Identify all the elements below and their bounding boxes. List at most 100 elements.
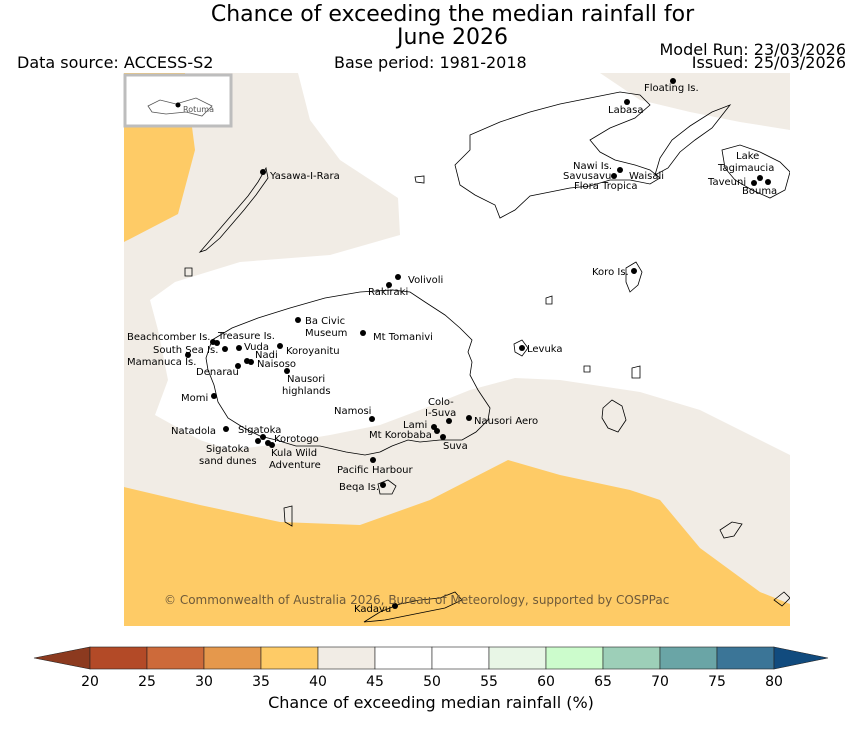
nausori-aero-label: Nausori Aero <box>474 416 538 427</box>
levuka-marker <box>519 345 525 351</box>
inset-frame <box>123 73 233 128</box>
bouma-label: Bouma <box>742 186 777 197</box>
denarau-label: Denarau <box>196 367 239 378</box>
bacivic-marker <box>295 317 301 323</box>
yasawa-label: Yasawa-I-Rara <box>269 171 340 182</box>
nawi-label: Nawi Is. <box>573 161 612 172</box>
natadola-marker <box>223 426 229 432</box>
savusavu-marker <box>611 173 617 179</box>
suva-marker <box>440 434 446 440</box>
rotuma-coast <box>147 97 213 117</box>
colorbar-tick: 40 <box>309 674 327 690</box>
colorbar-under-arrow <box>33 646 91 670</box>
colo-marker <box>446 418 452 424</box>
rotuma-marker <box>175 102 181 108</box>
colorbar-over-arrow <box>773 646 829 670</box>
floating-marker <box>670 78 676 84</box>
bacivic-label-1: Ba Civic <box>305 316 345 327</box>
colorbar-tick: 45 <box>366 674 384 690</box>
colo-label-2: I-Suva <box>425 408 456 419</box>
nausori-highlands-marker <box>284 368 290 374</box>
korobaba-label: Mt Korobaba <box>369 430 432 441</box>
kula-marker <box>269 442 275 448</box>
lake-marker <box>757 175 763 181</box>
naisoso-label: Naisoso <box>257 359 296 370</box>
small-islet-d <box>283 505 293 527</box>
viti-levu-coast <box>205 289 491 456</box>
denarau-marker <box>235 363 241 369</box>
lau-island-b <box>773 591 790 607</box>
labasa-label: Labasa <box>608 105 644 116</box>
nadi-label: Nadi <box>255 350 278 361</box>
colorbar-bin-35-40 <box>260 646 319 670</box>
coastlines <box>184 91 790 623</box>
small-islet-a <box>414 175 425 184</box>
beqa-coast <box>377 479 397 495</box>
taveuni-coast <box>721 144 790 199</box>
map-title-line2: June 2026 <box>397 25 508 50</box>
colorbar-tick: 70 <box>651 674 669 690</box>
colorbar-bin-50-55 <box>431 646 490 670</box>
small-islet-f <box>631 365 641 379</box>
koro-coast <box>625 261 643 293</box>
colorbar-bin-55-60 <box>488 646 547 670</box>
savusavu-label: Savusavu <box>563 171 611 182</box>
pacharbour-label: Pacific Harbour <box>337 465 414 476</box>
lami-label: Lami <box>403 420 427 431</box>
colorbar-tick: 35 <box>252 674 270 690</box>
small-islet-c <box>545 295 553 305</box>
base-period-label: Base period: 1981-2018 <box>334 53 527 72</box>
colorbar-tick: 25 <box>138 674 156 690</box>
colorbar-ticks: 20 25 30 35 40 45 50 55 60 65 70 75 80 <box>81 674 783 690</box>
colorbar-bin-20-25 <box>89 646 148 670</box>
treasure-marker <box>214 340 220 346</box>
sigatoka-marker <box>260 434 266 440</box>
colo-label-1: Colo- <box>428 397 454 408</box>
colorbar-tick: 80 <box>765 674 783 690</box>
natadola-label: Natadola <box>171 426 216 437</box>
sigatoka-dunes-label-1: Sigatoka <box>206 444 249 455</box>
mamanuca-marker <box>185 352 191 358</box>
pacharbour-marker <box>370 457 376 463</box>
koroyanitu-marker <box>277 343 283 349</box>
kula-label-2: Adventure <box>269 460 321 471</box>
data-source-label: Data source: ACCESS-S2 <box>17 53 214 72</box>
sigatoka-dunes-marker <box>255 438 261 444</box>
bacivic-label-2: Museum <box>305 328 347 339</box>
kula-label-1: Kula Wild <box>271 448 317 459</box>
bouma-marker <box>765 179 771 185</box>
colorbar-tick: 30 <box>195 674 213 690</box>
volivoli-label: Volivoli <box>408 275 443 286</box>
flora-label: Flora Tropica <box>574 181 637 192</box>
nausori-highlands-label-1: Nausori <box>287 374 325 385</box>
small-islet-e <box>583 365 591 373</box>
yasawa-coast <box>198 166 269 253</box>
lake-label-1: Lake <box>736 151 759 162</box>
colorbar-bin-30-35 <box>203 646 262 670</box>
lau-island-a <box>719 521 743 539</box>
southsea-label: South Sea Is. <box>153 345 218 356</box>
colorbar-bin-45-50 <box>374 646 433 670</box>
koro-label: Koro Is. <box>592 267 629 278</box>
namosi-label: Namosi <box>334 406 371 417</box>
kadavu-marker <box>392 603 398 609</box>
beqa-label: Beqa Is. <box>339 482 379 493</box>
namosi-marker <box>369 416 375 422</box>
floating-label: Floating Is. <box>644 83 699 94</box>
treasure-label: Treasure Is. <box>217 331 275 342</box>
rotuma-inset: Rotuma <box>123 73 233 128</box>
korobaba-marker <box>434 428 440 434</box>
colorbar-tick: 20 <box>81 674 99 690</box>
sigatoka-dunes-label-2: sand dunes <box>199 456 257 467</box>
colorbar-bin-75-80 <box>716 646 775 670</box>
taveuni-label: Taveuni <box>707 177 746 188</box>
colorbar-bin-25-30 <box>146 646 205 670</box>
yasawa-marker <box>260 169 266 175</box>
rotuma-label: Rotuma <box>183 105 214 114</box>
colorbar-tick: 55 <box>480 674 498 690</box>
volivoli-marker <box>395 274 401 280</box>
sigatoka-label: Sigatoka <box>238 425 281 436</box>
colorbar-bin-65-70 <box>602 646 661 670</box>
place-labels: Floating Is. Labasa Nawi Is. Savusavu Wa… <box>127 78 777 615</box>
